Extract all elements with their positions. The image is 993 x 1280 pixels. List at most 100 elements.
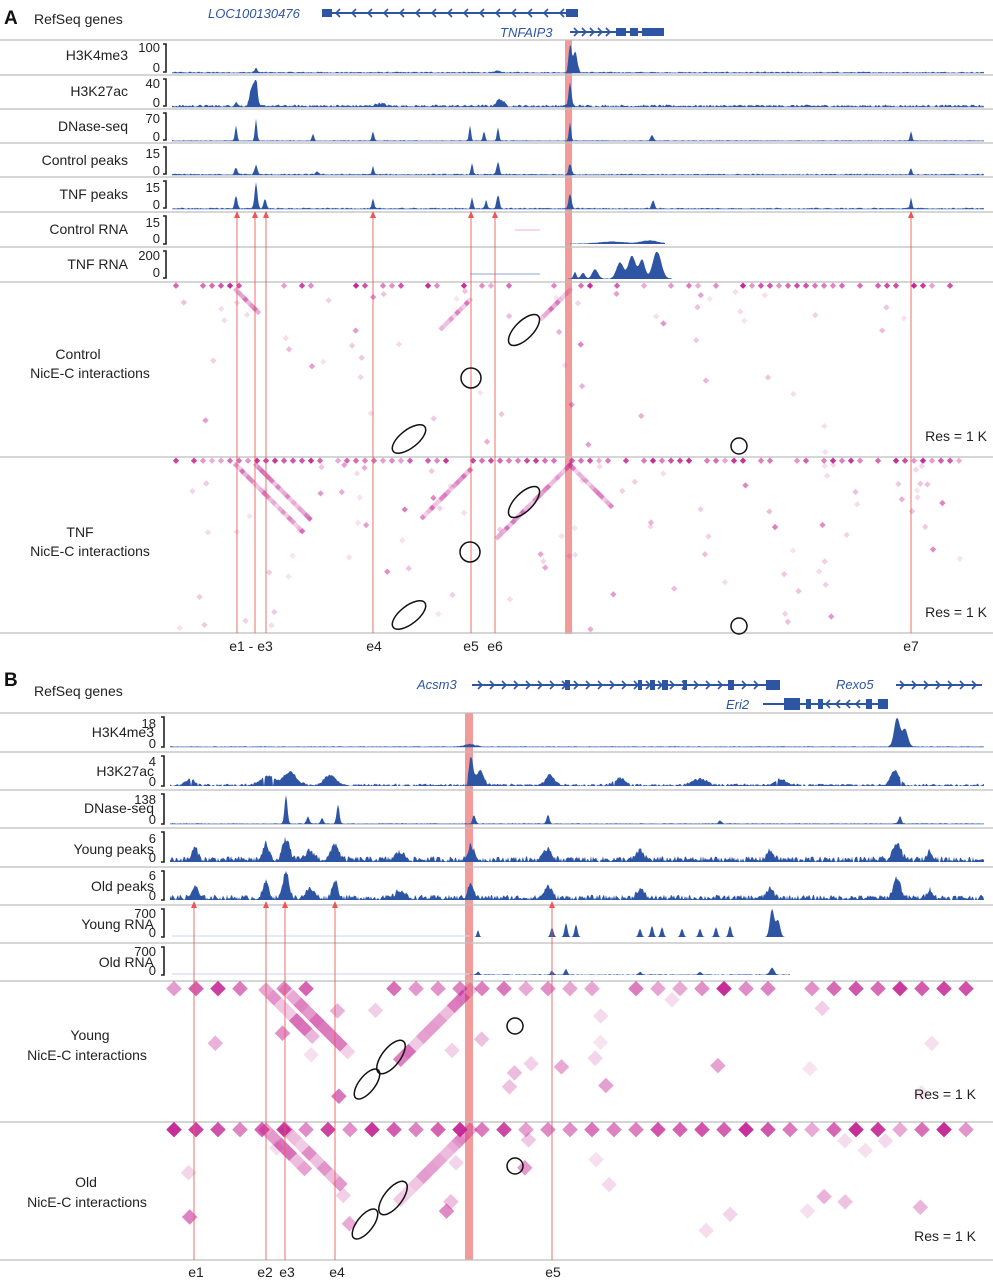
interaction-cell [317,490,324,497]
interaction-cell [571,551,579,558]
gene-name-loc100130476: LOC100130476 [208,6,301,21]
interaction-cell [298,457,306,464]
interaction-cell [487,282,495,289]
strand-chevron [597,680,604,690]
interaction-cell [550,282,558,289]
interaction-cell [649,457,657,464]
interaction-cell [442,457,450,464]
interaction-cell [874,457,882,464]
interaction-cell [444,1042,460,1059]
interaction-cell [496,1121,512,1138]
interaction-cell [329,1003,346,1019]
interaction-cell [936,980,952,997]
interaction-cell [221,317,228,324]
interaction-cell [924,481,931,488]
interaction-cell [541,457,549,464]
interaction-cell [650,980,666,997]
interaction-cell [331,1088,347,1104]
interaction-cell [598,1077,614,1094]
interaction-cell [217,457,225,464]
strand-chevron [526,8,533,18]
interaction-cell [821,448,829,456]
interaction-cell [766,282,774,289]
annotation-circle [730,437,748,455]
strand-chevron [597,27,604,37]
interaction-cell [619,487,626,495]
interaction-cell [946,457,954,464]
strand-chevron [561,680,568,690]
interaction-cell [793,282,801,289]
interaction-cell [325,297,332,304]
strand-chevron [923,680,930,690]
interaction-cell [883,304,890,311]
strand-chevron [971,680,978,690]
interaction-cell [820,282,828,289]
interaction-cell [460,509,468,517]
interaction-cell [478,282,486,289]
interaction-cell [640,457,648,464]
interaction-cell [474,1121,490,1138]
strand-chevron [489,680,496,690]
interaction-cell [406,457,414,464]
strand-chevron [542,8,549,18]
highlight-region-b [465,713,473,1260]
interaction-cell [308,363,316,370]
interaction-cell [202,417,209,424]
interaction-cell [781,570,788,578]
interaction-cell [910,282,918,289]
interaction-cell [721,457,729,464]
interaction-cell [766,508,773,515]
interaction-cell [243,311,251,319]
interaction-annotations-a [391,313,748,635]
element-labels-a: e1 - e3 e4 e5 e6 e7 [229,638,919,654]
scale-max: 700 [134,944,156,959]
interaction-cell [514,457,522,464]
panel-letter-b: B [4,670,18,691]
interaction-sublabel-control: NicE-C interactions [30,365,150,381]
interaction-cell [710,1057,726,1074]
interaction-cell [587,626,594,633]
scale-bracket [161,831,165,863]
interaction-cell [232,980,248,997]
interaction-cell [647,519,655,526]
interaction-cell [716,980,732,997]
interaction-cell [199,282,207,289]
element-guide-arrow [252,211,258,218]
interaction-cell [946,282,954,289]
interaction-annotations-b [351,1017,524,1240]
interaction-cell [397,282,405,289]
element-label-e1: e1 [188,1264,204,1280]
interaction-cell [282,334,290,342]
strand-chevron [581,27,588,37]
interaction-cell [399,537,406,544]
interaction-cell [898,496,906,503]
interaction-cell [384,568,391,575]
interaction-cell [208,457,216,464]
interaction-cell [505,457,513,464]
interaction-cell [761,292,768,299]
strand-chevron [573,27,580,37]
interaction-cell [424,457,432,464]
scale-min: 0 [153,95,160,110]
strand-chevron [573,680,580,690]
signal-trace [170,795,984,824]
interaction-cell [416,1168,432,1184]
interaction-cell [857,1142,874,1159]
interaction-cell [958,980,974,997]
interaction-cell [540,980,556,997]
scale-max: 15 [146,146,160,161]
interaction-heatmaps-b [166,980,974,1239]
interaction-cell [301,1145,317,1161]
interaction-cell [870,980,886,997]
interaction-cell [667,282,675,289]
interaction-cell [408,1121,424,1138]
interaction-cell [737,308,744,315]
interaction-cell [296,1020,313,1037]
annotation-ellipse [351,1208,379,1240]
highlight-region-a [565,40,572,634]
interaction-cell [354,519,362,526]
interaction-cell [692,337,700,344]
interaction-cell [571,524,578,532]
interaction-sublabel-tnf: NicE-C interactions [30,543,150,559]
interaction-cell [428,467,435,475]
